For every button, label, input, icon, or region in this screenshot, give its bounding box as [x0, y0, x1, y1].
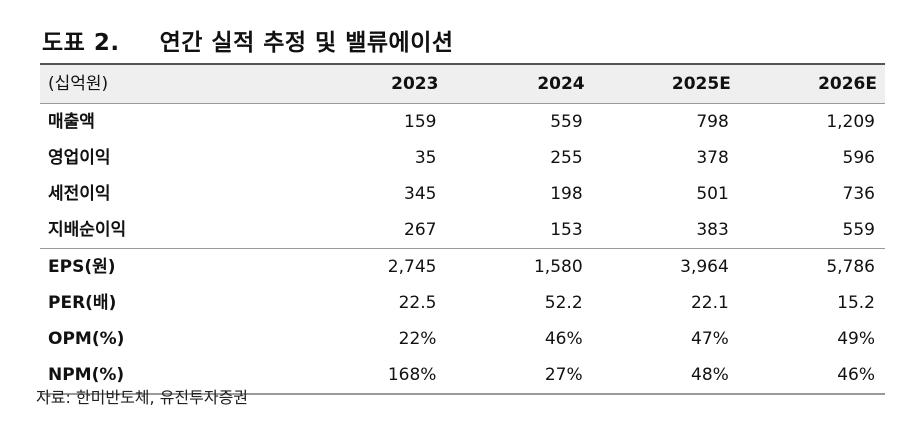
table-group-earnings: 매출액 159 559 798 1,209 영업이익 35 255 378 59…: [40, 104, 885, 249]
table-cell: 1,209: [826, 112, 875, 132]
row-label: NPM(%): [48, 365, 125, 385]
column-header: 2024: [537, 74, 585, 94]
table-row: 매출액 159 559 798 1,209: [40, 104, 885, 141]
table-cell: 345: [404, 184, 437, 204]
table-group-valuation: EPS(원) 2,745 1,580 3,964 5,786 PER(배) 22…: [40, 248, 885, 394]
table-cell: 22.1: [690, 293, 729, 313]
table-cell: 3,964: [680, 257, 729, 277]
table-cell: 49%: [837, 329, 875, 349]
table-cell: 1,580: [533, 257, 583, 277]
column-header: 2026E: [818, 74, 877, 94]
table-row: PER(배) 22.5 52.2 22.1 15.2: [40, 285, 885, 321]
row-label: 영업이익: [48, 148, 111, 168]
column-header: 2025E: [671, 74, 731, 94]
table-cell: 267: [404, 220, 437, 240]
table-cell: 559: [550, 112, 583, 132]
table-cell: 46%: [544, 329, 583, 349]
table-cell: 22%: [398, 329, 437, 349]
table-cell: 46%: [837, 365, 875, 385]
row-label: EPS(원): [48, 257, 116, 277]
source-note: 자료: 한미반도체, 유진투자증권: [36, 388, 249, 407]
unit-header: (십억원): [48, 74, 109, 94]
table-cell: 22.5: [398, 293, 437, 313]
figure-title: 도표 2. 연간 실적 추정 및 밸류에이션: [42, 20, 454, 60]
table-cell: 596: [842, 148, 875, 168]
table-row: OPM(%) 22% 46% 47% 49%: [40, 321, 885, 357]
table-cell: 383: [696, 220, 729, 240]
table-cell: 168%: [387, 365, 437, 385]
table-cell: 47%: [691, 329, 729, 349]
figure-title-text: 연간 실적 추정 및 밸류에이션: [159, 30, 454, 56]
row-label: 세전이익: [48, 184, 111, 204]
table-row: 세전이익 345 198 501 736: [40, 176, 885, 212]
figure-number: 도표 2.: [42, 30, 120, 56]
table-cell: 255: [550, 148, 583, 168]
table-cell: 736: [842, 184, 875, 204]
row-label: 지배순이익: [48, 220, 127, 240]
table-cell: 159: [404, 112, 437, 132]
table-row: NPM(%) 168% 27% 48% 46%: [40, 357, 885, 394]
row-label: 매출액: [48, 112, 95, 132]
table-cell: 48%: [691, 365, 729, 385]
table-row: EPS(원) 2,745 1,580 3,964 5,786: [40, 248, 885, 286]
table-row: 지배순이익 267 153 383 559: [40, 212, 885, 249]
table-cell: 2,745: [387, 257, 437, 277]
table-cell: 35: [414, 148, 437, 168]
table-cell: 5,786: [826, 257, 875, 277]
header-row: (십억원) 2023 2024 2025E 2026E: [40, 64, 885, 104]
table-cell: 378: [696, 148, 729, 168]
table-cell: 559: [842, 220, 875, 240]
row-label: OPM(%): [48, 329, 125, 349]
table-cell: 153: [550, 220, 583, 240]
table-cell: 798: [696, 112, 729, 132]
table-cell: 27%: [544, 365, 583, 385]
row-label: PER(배): [48, 293, 117, 313]
table-row: 영업이익 35 255 378 596: [40, 140, 885, 176]
column-header: 2023: [391, 74, 439, 94]
financial-table: (십억원) 2023 2024 2025E 2026E 매출액 159 559 …: [40, 63, 885, 395]
table-cell: 15.2: [837, 293, 875, 313]
table-cell: 501: [696, 184, 729, 204]
table-cell: 198: [550, 184, 583, 204]
table-cell: 52.2: [544, 293, 583, 313]
